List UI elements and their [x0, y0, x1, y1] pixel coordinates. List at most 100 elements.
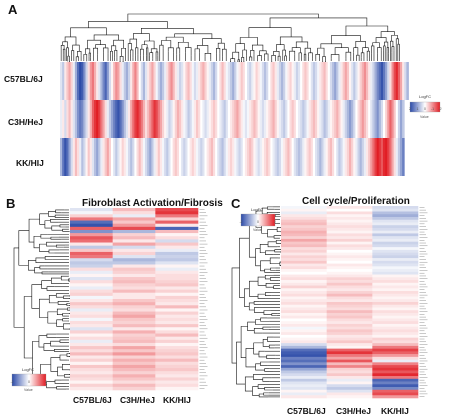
heat-cell-a-2-118	[310, 138, 314, 176]
heat-cell-a-2-26	[115, 138, 118, 176]
heat-cell-c-11-0	[281, 236, 327, 240]
dendro-node-a-r	[127, 13, 319, 22]
dendro-node-a-rrllrrl	[257, 55, 262, 62]
dendro-node-a-rlll	[64, 36, 77, 46]
heat-cell-a-1-144	[366, 100, 369, 138]
dendro-node-b-rlrr	[34, 267, 43, 274]
heat-cell-a-0-146	[370, 62, 373, 100]
heat-cell-a-0-56	[179, 62, 182, 100]
legend-tick-a-0: 2	[409, 107, 411, 111]
heat-cell-a-0-91	[253, 62, 256, 100]
dendro-node-c-r	[231, 267, 240, 364]
heat-cell-b-1-0	[70, 211, 113, 215]
heat-cell-a-2-124	[323, 138, 327, 176]
heat-cell-a-2-141	[359, 138, 363, 176]
heat-cell-c-0-1	[326, 206, 373, 210]
heat-cell-b-43-0	[70, 342, 113, 347]
heat-cell-a-1-93	[257, 100, 261, 138]
heat-cell-a-1-21	[104, 100, 108, 138]
heat-cell-b-31-1	[112, 305, 156, 309]
dendro-node-a-rlrrlrl	[176, 47, 181, 55]
heat-cell-a-1-94	[259, 100, 263, 138]
heat-cell-a-2-158	[395, 138, 399, 176]
heat-cell-b-41-2	[155, 336, 199, 341]
heat-cell-a-1-63	[193, 100, 197, 138]
dendro-node-a-rrrlr	[355, 41, 366, 48]
heat-cell-a-2-144	[366, 138, 369, 176]
heat-cell-b-8-1	[112, 233, 156, 237]
heat-cell-c-41-0	[281, 318, 327, 322]
dendro-node-a-rrlrlrr	[284, 55, 287, 60]
heat-cell-a-1-134	[344, 100, 348, 138]
dendro-node-a-rllll	[62, 41, 68, 48]
heat-cell-c-37-0	[281, 307, 327, 311]
heat-cell-a-0-65	[198, 62, 201, 100]
heat-cell-c-62-0	[281, 376, 327, 380]
heat-cell-a-0-8	[77, 62, 80, 100]
dendro-node-c-rrlll	[255, 319, 261, 325]
heat-cell-c-13-0	[281, 241, 327, 245]
heat-cell-a-0-17	[96, 62, 99, 100]
heat-cell-a-2-122	[319, 138, 322, 176]
legend-b: LogFC Value -2 0 2	[10, 367, 47, 392]
heat-cell-b-42-1	[112, 339, 156, 344]
heat-cell-a-1-129	[334, 100, 337, 138]
heat-cell-b-57-1	[112, 386, 156, 391]
heat-cell-c-41-2	[372, 318, 419, 322]
heat-cell-a-2-120	[315, 138, 318, 176]
heat-cell-a-1-64	[196, 100, 199, 138]
heat-cell-c-43-2	[372, 323, 419, 327]
heat-cell-b-32-0	[70, 308, 113, 312]
heat-cell-b-38-0	[70, 327, 113, 331]
heat-cell-a-2-153	[385, 138, 388, 176]
heat-cell-b-53-1	[112, 374, 156, 378]
heat-cell-a-0-39	[142, 62, 146, 100]
heat-cell-a-2-156	[391, 138, 395, 176]
heat-cell-a-0-125	[325, 62, 329, 100]
heat-cell-a-2-60	[187, 138, 191, 176]
heat-cell-a-2-49	[164, 138, 167, 176]
heat-cell-a-0-41	[147, 62, 150, 100]
heat-cell-a-0-88	[247, 62, 250, 100]
heat-cell-b-0-2	[155, 208, 199, 212]
heat-cell-a-2-142	[361, 138, 365, 176]
heat-cell-c-10-2	[372, 233, 419, 237]
dendro-node-b-rrrrrl	[54, 379, 65, 384]
heat-cell-a-1-112	[298, 100, 301, 138]
heat-cell-c-64-2	[372, 381, 419, 385]
heat-cell-c-60-2	[372, 370, 419, 374]
heat-cell-a-0-26	[115, 62, 118, 100]
dendro-node-a-rrlrlr	[282, 49, 286, 56]
dendro-node-b-r	[13, 247, 25, 328]
dendro-node-c-rrrlr	[262, 377, 272, 382]
heat-cell-a-2-103	[278, 138, 282, 176]
heat-cell-c-39-0	[281, 312, 327, 317]
legend-tick-b-0: -2	[10, 380, 13, 384]
heat-cell-a-0-109	[291, 62, 295, 100]
heat-cell-a-0-138	[353, 62, 356, 100]
heat-cell-a-0-5	[70, 62, 74, 100]
heat-cell-a-1-56	[179, 100, 182, 138]
heat-cell-a-2-111	[295, 138, 299, 176]
heat-cell-c-28-2	[372, 282, 419, 286]
heat-cell-c-48-2	[372, 337, 419, 341]
heat-cell-a-2-64	[196, 138, 199, 176]
heat-cell-b-2-2	[155, 214, 199, 218]
heat-cell-c-29-1	[326, 285, 373, 289]
heat-cell-b-13-2	[155, 248, 199, 253]
heat-cell-b-21-0	[70, 273, 113, 278]
dendro-node-b-rrlrrrl	[62, 318, 68, 322]
heat-cell-a-1-132	[340, 100, 344, 138]
heat-cell-a-2-135	[346, 138, 350, 176]
heat-cell-c-41-1	[326, 318, 373, 322]
heat-cell-a-1-147	[372, 100, 375, 138]
heat-cell-b-5-0	[70, 223, 113, 228]
heat-cell-c-64-1	[326, 381, 373, 385]
heat-cell-a-1-104	[281, 100, 284, 138]
heat-cell-c-27-1	[326, 280, 373, 284]
heat-cell-c-28-0	[281, 282, 327, 286]
dendro-node-a-rrrr	[380, 31, 395, 38]
heat-cell-a-2-130	[336, 138, 339, 176]
heat-cell-c-36-2	[372, 304, 419, 308]
dendro-node-b-rllllr	[54, 214, 65, 218]
